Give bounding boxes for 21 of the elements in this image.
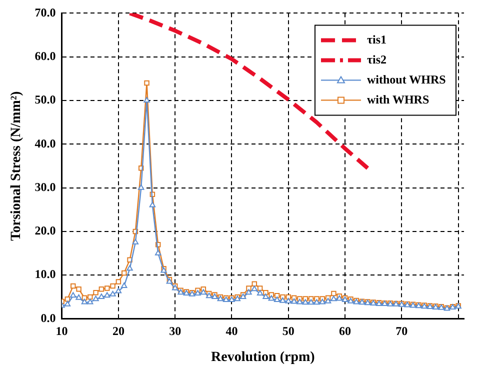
y-tick-label: 0.0 [40, 310, 56, 325]
x-tick-label: 10 [56, 324, 68, 338]
x-axis-title: Revolution (rpm) [210, 350, 316, 366]
y-tick-label: 10.0 [34, 267, 56, 282]
x-tick-label: 20 [112, 324, 124, 338]
y-axis-title: Torsional Stress (N/mm²) [9, 90, 24, 241]
legend-label: τis2 [366, 52, 387, 66]
x-tick-label: 40 [226, 324, 238, 338]
y-tick-label: 50.0 [34, 92, 56, 107]
y-tick-label: 30.0 [34, 180, 56, 194]
x-tick-label: 30 [169, 324, 182, 338]
x-tick-label: 50 [282, 324, 294, 338]
y-tick-label: 70.0 [34, 5, 56, 20]
y-tick-label: 40.0 [34, 136, 56, 150]
legend-label: without WHRS [366, 72, 446, 86]
x-tick-label: 60 [339, 324, 352, 338]
x-tick-label: 70 [396, 324, 408, 338]
legend-label: τis1 [366, 32, 387, 46]
y-tick-label: 20.0 [34, 224, 56, 238]
y-tick-label: 60.0 [34, 48, 56, 63]
legend-label: with WHRS [366, 92, 430, 106]
